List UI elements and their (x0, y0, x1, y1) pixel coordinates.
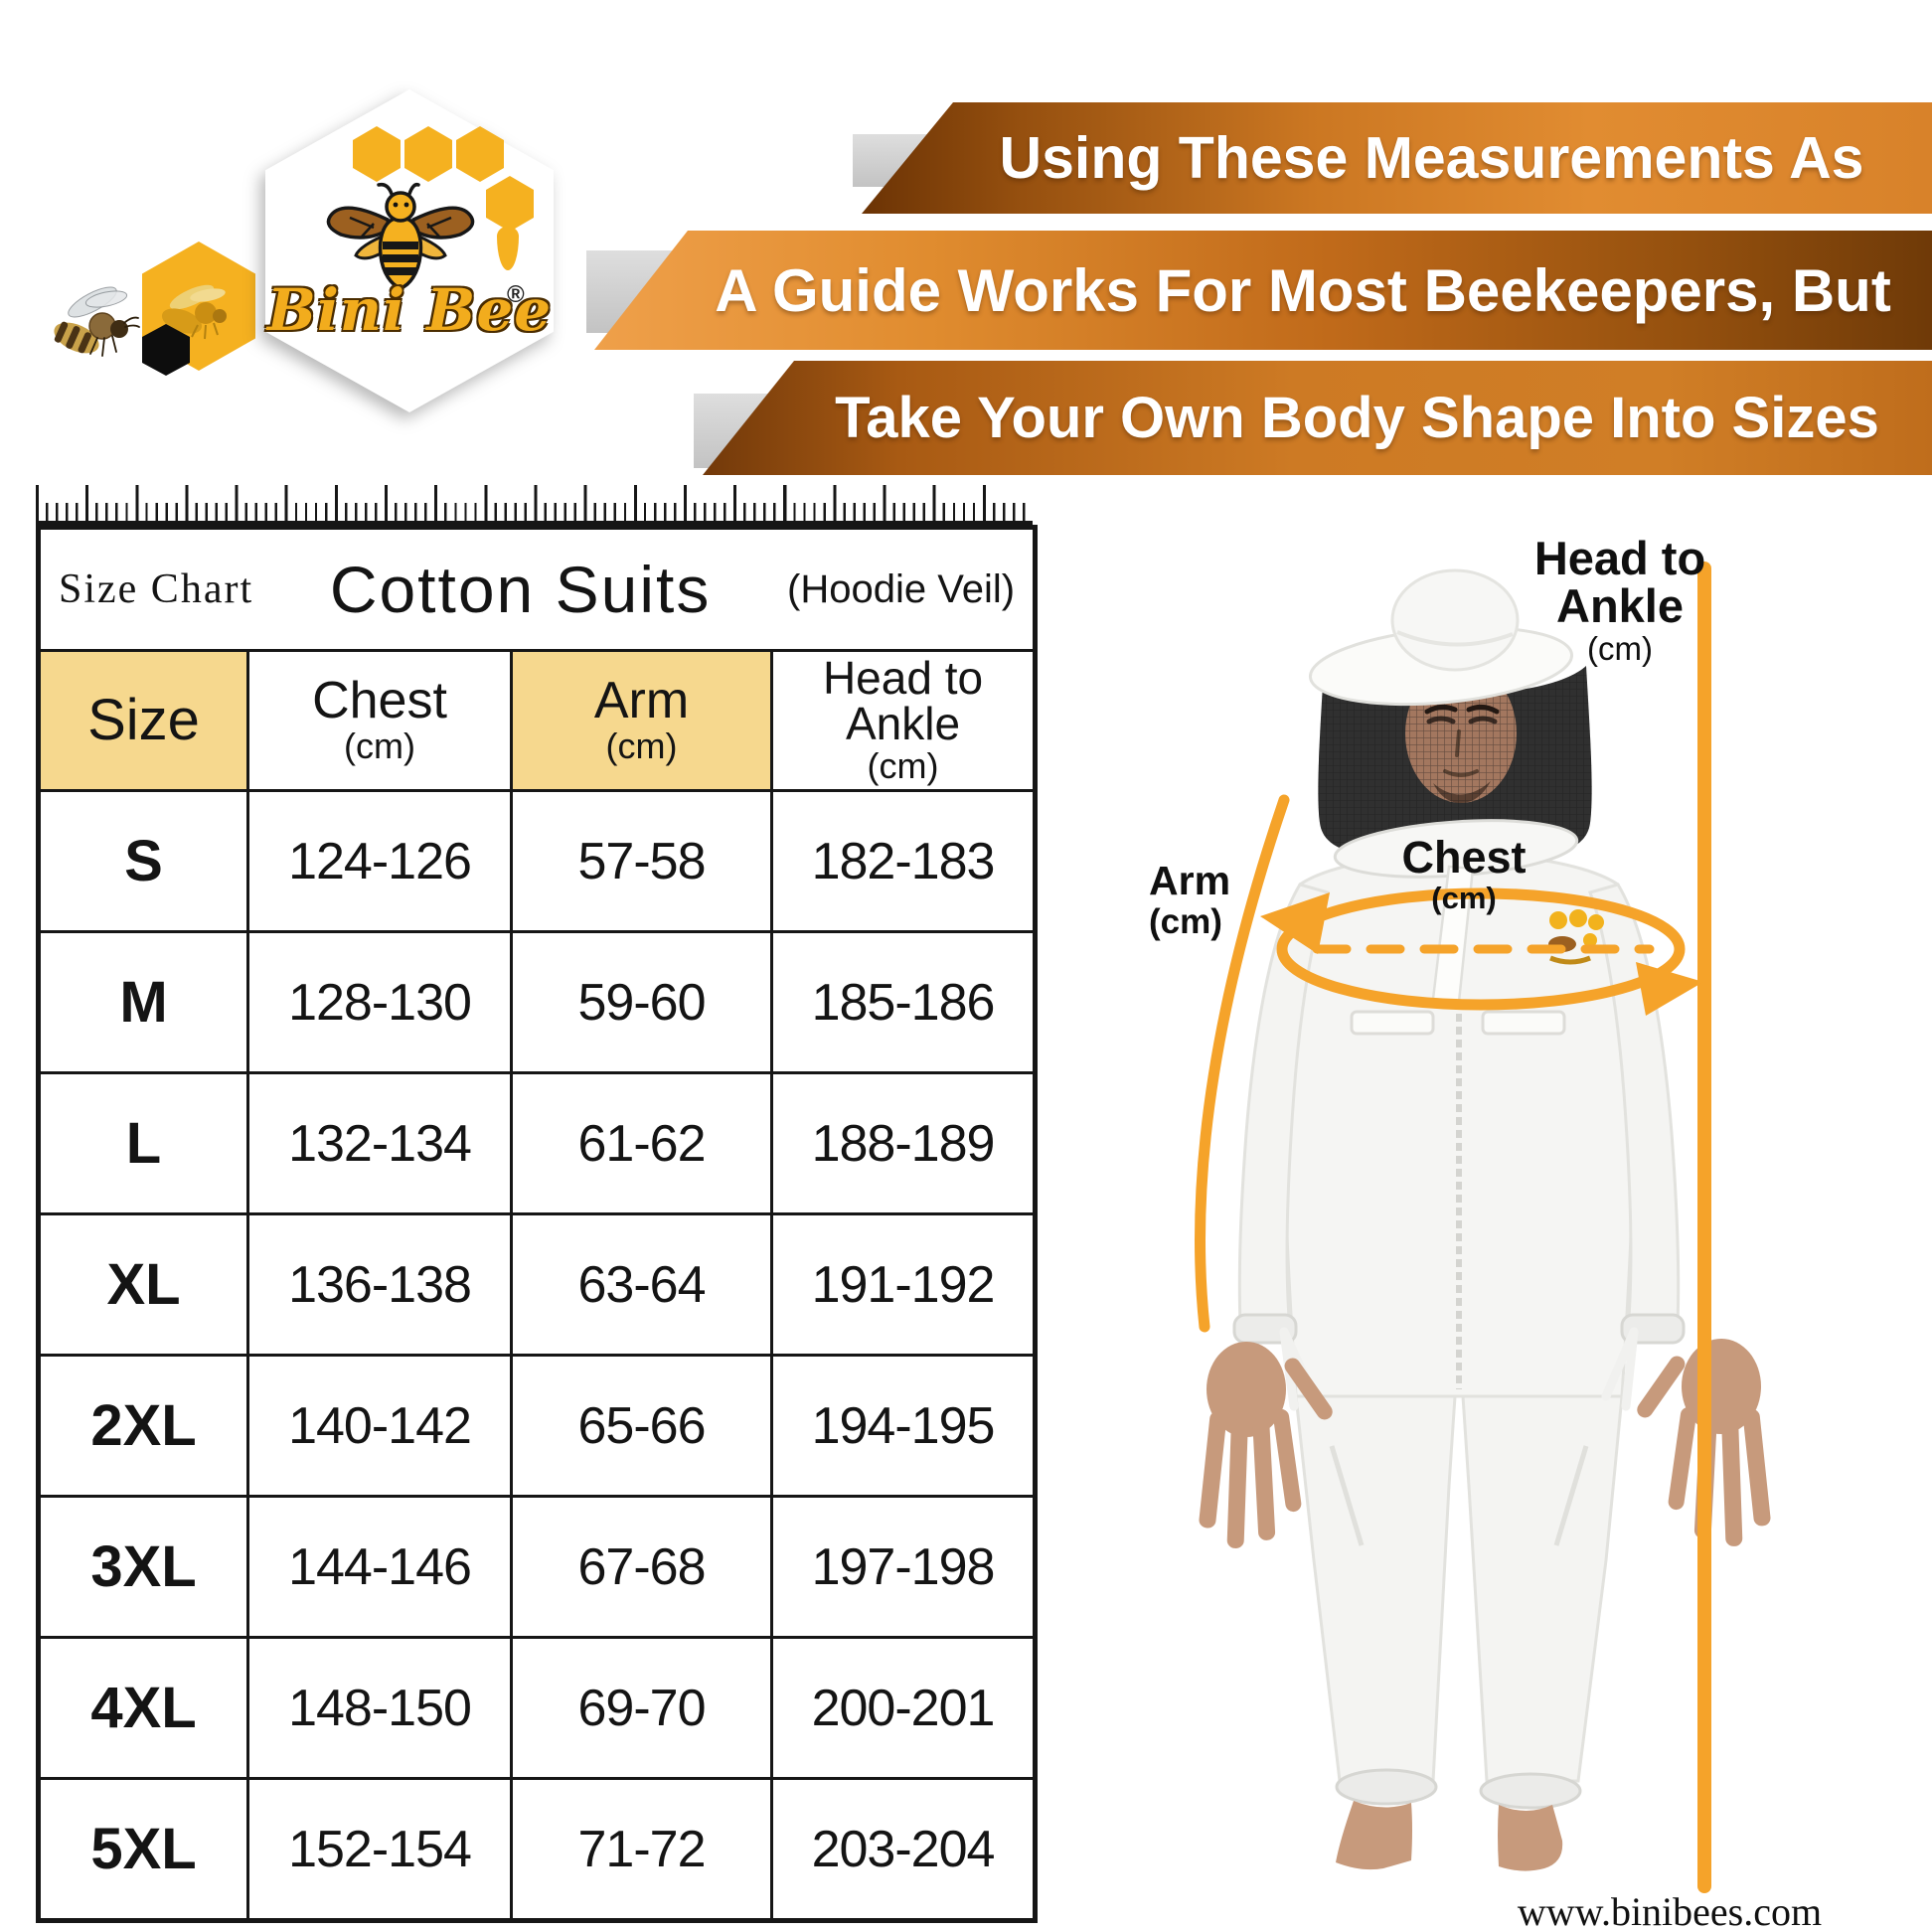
table-header-row: Size Chest (cm) Arm (cm) Head to Ankle (… (37, 649, 1038, 792)
table-row: 5XL 152-154 71-72 203-204 (37, 1777, 1038, 1922)
chest-measure-ellipse (1276, 887, 1686, 1011)
table-row: L 132-134 61-62 188-189 (37, 1071, 1038, 1215)
feet (1335, 1768, 1582, 1871)
ruler-graphic (36, 485, 1033, 527)
chest-label: Chest (cm) (1401, 832, 1527, 915)
banner-line-3: Take Your Own Body Shape Into Sizes (703, 361, 1932, 475)
chest-arrow-right-icon (1636, 962, 1703, 1016)
column-header-chest: Chest (cm) (246, 649, 513, 792)
cartoon-bee-icon (326, 182, 475, 290)
logo-hexagon-small-group (142, 242, 261, 376)
measurement-arrowheads (1260, 892, 1703, 1016)
hat (1308, 568, 1574, 707)
head-to-ankle-label: Head to Ankle (cm) (1533, 532, 1706, 667)
banner-line-1: Using These Measurements As (862, 102, 1932, 214)
table-row: 4XL 148-150 69-70 200-201 (37, 1636, 1038, 1780)
table-title: Cotton Suits (329, 553, 712, 626)
banner-line-2: A Guide Works For Most Beekeepers, But (594, 231, 1932, 350)
table-row: 2XL 140-142 65-66 194-195 (37, 1354, 1038, 1498)
website-url: www.binibees.com (1517, 1889, 1823, 1932)
measurement-lines (1195, 562, 1711, 1893)
logo-wordmark: Bini Bee (266, 276, 553, 344)
table-row: 3XL 144-146 67-68 197-198 (37, 1495, 1038, 1639)
bee-suit-illustration (1232, 851, 1686, 1783)
column-header-size: Size (37, 649, 249, 792)
honey-drip-icon (497, 227, 519, 270)
hood-veil (1318, 664, 1592, 1004)
table-subtitle: (Hoodie Veil) (787, 566, 1016, 611)
chest-arrow-left-icon (1260, 892, 1330, 954)
suit-chest-logo (1548, 909, 1604, 965)
column-header-arm: Arm (cm) (510, 649, 773, 792)
beekeeper-figure (1195, 562, 1771, 1893)
banner-line-1-text: Using These Measurements As (999, 125, 1864, 191)
size-chart-table: Size Chart Cotton Suits (Hoodie Veil) Si… (36, 525, 1039, 1923)
banner-line-2-text: A Guide Works For Most Beekeepers, But (715, 256, 1891, 324)
banner-line-3-text: Take Your Own Body Shape Into Sizes (835, 386, 1879, 450)
table-row: S 124-126 57-58 182-183 (37, 789, 1038, 933)
size-chart-label: Size Chart (59, 566, 254, 612)
table-title-row: Size Chart Cotton Suits (Hoodie Veil) (36, 526, 1038, 652)
registered-trademark-icon: ® (507, 281, 525, 308)
honeybee-photo (54, 286, 140, 357)
arm-label: Arm (cm) (1149, 858, 1231, 941)
table-row: XL 136-138 63-64 191-192 (37, 1212, 1038, 1357)
column-header-head-to-ankle: Head to Ankle (cm) (769, 649, 1038, 792)
brand-logo: Bini Bee ® (265, 89, 554, 412)
table-row: M 128-130 59-60 185-186 (37, 930, 1038, 1074)
arm-measure-curve (1195, 794, 1290, 1333)
